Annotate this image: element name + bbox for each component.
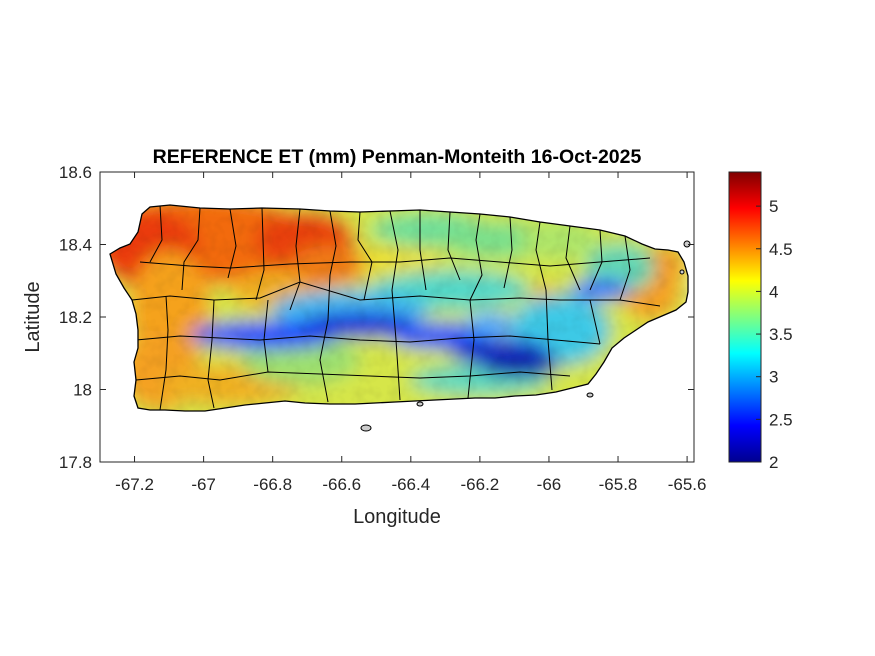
islets: [360, 240, 691, 432]
municipality-border: [419, 210, 427, 291]
municipality-border: [227, 208, 237, 279]
municipality-border: [135, 371, 571, 381]
municipality-border: [139, 257, 651, 269]
x-tick-label: -67: [191, 475, 216, 494]
y-axis: 17.8 18 18.2 18.4 18.6: [59, 163, 694, 472]
municipality-border: [131, 281, 661, 307]
municipality-border: [263, 299, 269, 373]
municipality-border: [319, 274, 331, 403]
municipality-border: [389, 210, 399, 291]
municipality-border: [503, 216, 513, 289]
municipality-border: [545, 289, 553, 391]
islet: [416, 401, 424, 407]
colorbar-tick-label: 3.5: [769, 325, 793, 344]
colorbar-tick-label: 2.5: [769, 410, 793, 429]
municipality-border: [181, 207, 201, 291]
chart-title: REFERENCE ET (mm) Penman-Monteith 16-Oct…: [153, 146, 642, 168]
municipality-border: [149, 205, 163, 263]
x-tick-label: -65.8: [599, 475, 638, 494]
x-axis-label: Longitude: [353, 506, 441, 528]
municipality-border: [207, 299, 215, 409]
x-tick-label: -66.6: [322, 475, 361, 494]
x-axis: -67.2 -67 -66.8 -66.6 -66.4 -66.2 -66 -65.8 -65.…: [115, 172, 706, 494]
y-tick-label: 18.4: [59, 236, 92, 255]
island-outline: [109, 204, 689, 412]
y-axis-label: Latitude: [22, 281, 44, 352]
municipality-border: [535, 221, 547, 291]
colorbar-tick-label: 4: [769, 282, 778, 301]
x-tick-label: -66.4: [391, 475, 430, 494]
colorbar-ticks: 2 2.5 3 3.5 4 4.5 5: [756, 197, 793, 472]
colorbar-tick-label: 5: [769, 197, 778, 216]
colorbar-tick-label: 2: [769, 453, 778, 472]
municipality-border: [135, 335, 601, 345]
islet: [360, 424, 372, 432]
x-tick-label: -65.6: [668, 475, 707, 494]
colorbar: [728, 171, 762, 463]
municipality-border: [329, 210, 337, 276]
municipality-border: [469, 213, 483, 301]
y-tick-label: 18: [73, 381, 92, 400]
municipality-borders: [131, 205, 661, 411]
x-tick-label: -66.2: [461, 475, 500, 494]
x-tick-label: -66: [537, 475, 562, 494]
y-tick-label: 17.8: [59, 453, 92, 472]
municipality-border: [589, 299, 601, 345]
municipality-border: [565, 225, 581, 291]
colorbar-tick-label: 4.5: [769, 240, 793, 259]
islet: [586, 392, 594, 398]
municipality-border: [447, 211, 461, 281]
heatmap: [110, 205, 688, 411]
municipality-border: [357, 211, 373, 301]
municipality-border: [391, 289, 401, 401]
y-tick-label: 18.6: [59, 163, 92, 182]
municipality-border: [255, 207, 265, 301]
islet: [679, 269, 685, 275]
municipality-border: [467, 299, 475, 399]
x-tick-label: -67.2: [115, 475, 154, 494]
municipality-border: [159, 295, 169, 411]
colorbar-tick-label: 3: [769, 368, 778, 387]
y-tick-label: 18.2: [59, 308, 92, 327]
municipality-border: [619, 235, 631, 301]
x-tick-label: -66.8: [253, 475, 292, 494]
